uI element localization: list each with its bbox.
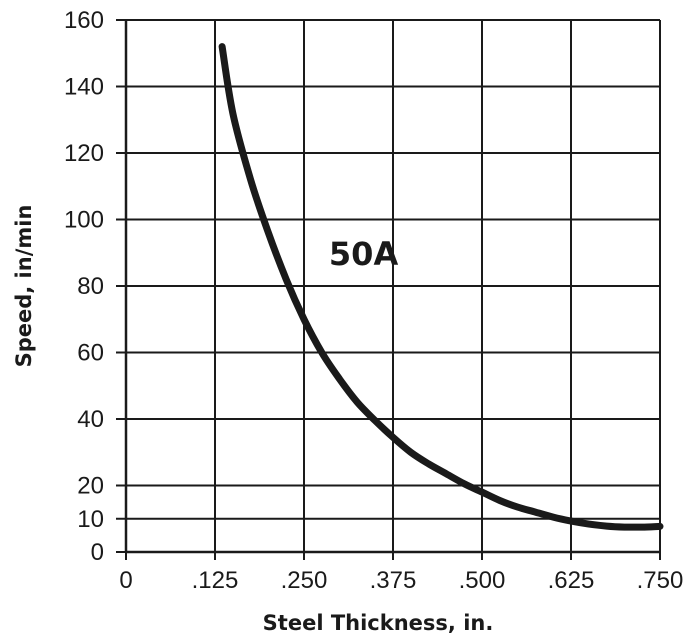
y-tick-label: 40 xyxy=(77,406,104,433)
x-tick-label: .750 xyxy=(637,567,684,594)
x-tick-label: .625 xyxy=(548,567,595,594)
y-tick-label: 80 xyxy=(77,273,104,300)
y-axis-title: Speed, in/min xyxy=(12,205,36,368)
series-layer xyxy=(218,43,664,531)
x-tick-label: .375 xyxy=(370,567,417,594)
x-tick-label: .250 xyxy=(281,567,328,594)
x-tick-label: .500 xyxy=(459,567,506,594)
x-tick-label: .125 xyxy=(192,567,239,594)
x-axis-title: Steel Thickness, in. xyxy=(263,611,494,635)
y-tick-label: 10 xyxy=(77,506,104,533)
grid-layer xyxy=(116,19,661,560)
y-tick-label: 120 xyxy=(64,140,104,167)
x-tick-label: 0 xyxy=(119,567,132,594)
tick-label-layer: 0 10 20 40 60 80 100 120 140 160 0 .125 .250 .375 .500… xyxy=(64,7,683,594)
y-tick-label: 140 xyxy=(64,74,104,101)
y-tick-label: 20 xyxy=(77,473,104,500)
series-line-50a xyxy=(218,43,664,531)
series-label-50a: 50A xyxy=(329,235,399,273)
y-tick-label: 100 xyxy=(64,207,104,234)
y-tick-label: 0 xyxy=(91,539,104,566)
y-tick-label: 60 xyxy=(77,340,104,367)
y-tick-label: 160 xyxy=(64,7,104,34)
